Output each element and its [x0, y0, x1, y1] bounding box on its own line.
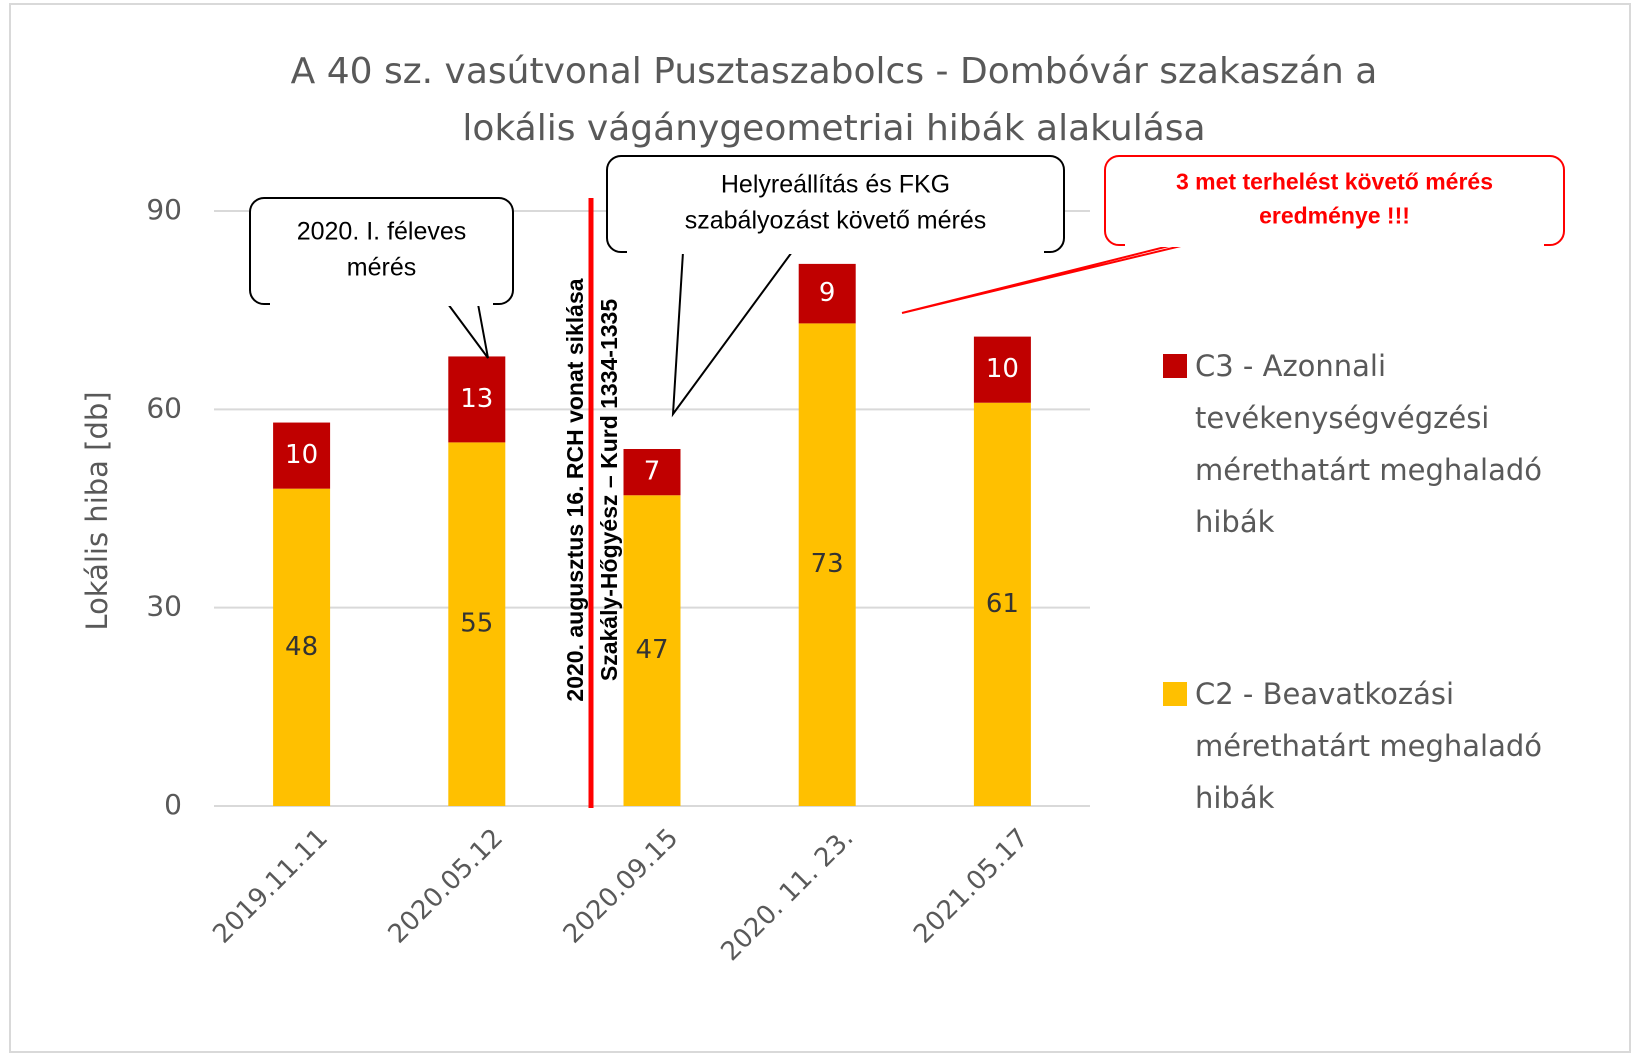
callout-text: 3 met terhelést követő mérés [1176, 169, 1493, 195]
callout-tail-cover [627, 249, 1044, 254]
callout-text: szabályozást követő mérés [685, 207, 987, 235]
callout-text: mérés [347, 254, 416, 282]
callout-text: eredménye !!! [1259, 203, 1410, 229]
data-label: 61 [986, 589, 1019, 619]
bar-segment [798, 323, 856, 806]
legend-label: C3 - Azonnali tevékenységvégzési méretha… [1195, 349, 1543, 539]
callout-text: Helyreállítás és FKG [721, 171, 950, 199]
y-tick-label: 30 [146, 590, 182, 623]
y-axis-label: Lokális hiba [db] [80, 391, 114, 630]
bar-segment [973, 402, 1031, 806]
data-label: 47 [635, 635, 668, 665]
bar-segment [623, 449, 681, 496]
x-tick-label: 2021.05.17 [908, 823, 1034, 949]
data-label: 7 [644, 457, 661, 487]
y-tick-label: 60 [146, 391, 182, 424]
legend-swatch [1163, 354, 1187, 378]
data-label: 48 [285, 632, 318, 662]
bar-segment [973, 336, 1031, 403]
bar-segment [448, 442, 506, 806]
chart-border [9, 3, 1631, 1053]
callout-tail [671, 251, 793, 418]
x-tick-label: 2020.09.15 [558, 823, 684, 949]
data-label: 73 [811, 549, 844, 579]
legend-label: C2 - Beavatkozási mérethatárt meghaladó … [1195, 677, 1543, 815]
x-tick-label: 2019.11.11 [207, 823, 333, 949]
bar-segment [798, 263, 856, 324]
legend-swatch [1163, 682, 1187, 706]
event-label: Szakály-Hőgyész – Kurd 1334-1335 [596, 299, 622, 681]
y-tick-label: 90 [146, 193, 182, 226]
data-label: 55 [460, 609, 493, 639]
bar-segment [448, 356, 506, 443]
chart-title: lokális vágánygeometriai hibák alakulása [462, 108, 1205, 149]
data-label: 13 [460, 384, 493, 414]
callout-box [249, 197, 514, 305]
callout-tail [901, 244, 1186, 314]
data-label: 10 [986, 354, 1019, 384]
bar-segment [623, 495, 681, 806]
callout-text: 2020. I. féleves [297, 218, 467, 246]
data-label: 9 [819, 278, 836, 308]
bar-segment [273, 422, 331, 489]
bar-segment [273, 488, 331, 806]
callout-tail-cover [1125, 242, 1544, 247]
callout-tail-cover [270, 301, 493, 306]
event-label: 2020. augusztus 16. RCH vonat siklása [562, 278, 588, 701]
y-tick-label: 0 [164, 788, 182, 821]
x-tick-label: 2020.05.12 [383, 823, 509, 949]
callout-tail [447, 303, 489, 359]
x-tick-label: 2020. 11. 23. [715, 823, 859, 967]
data-label: 10 [285, 440, 318, 470]
chart-title: A 40 sz. vasútvonal Pusztaszabolcs - Dom… [291, 51, 1378, 92]
